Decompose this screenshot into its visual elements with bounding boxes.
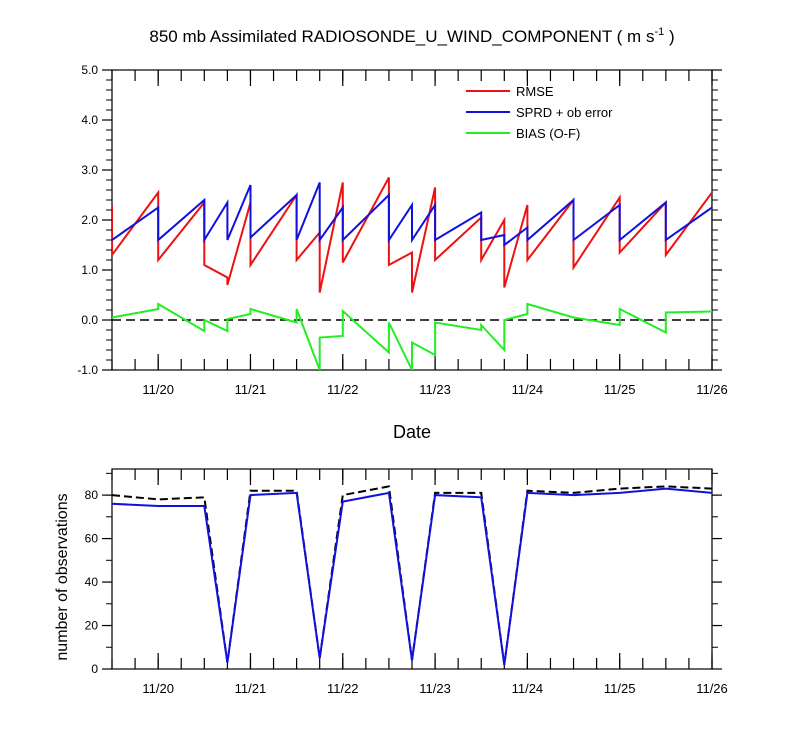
x-tick-label: 11/23 — [419, 382, 451, 397]
x-tick-label: 11/25 — [604, 681, 636, 696]
x-tick-label: 11/20 — [142, 382, 174, 397]
y-tick-label: 2.0 — [81, 213, 98, 227]
chart-title: 850 mb Assimilated RADIOSONDE_U_WIND_COM… — [149, 26, 674, 46]
y-tick-label: 60 — [85, 532, 99, 546]
x-tick-label: 11/26 — [696, 382, 728, 397]
y-tick-label: 5.0 — [81, 63, 98, 77]
x-tick-label: 11/21 — [235, 681, 267, 696]
x-tick-label: 11/21 — [235, 382, 267, 397]
y-tick-label: 3.0 — [81, 163, 98, 177]
y-tick-label: 0.0 — [81, 313, 98, 327]
x-tick-label: 11/24 — [512, 681, 544, 696]
series-line-assimilated-observations — [112, 487, 712, 665]
x-tick-label: 11/22 — [327, 382, 359, 397]
x-tick-label: 11/26 — [696, 681, 728, 696]
y-tick-label: 0 — [91, 662, 98, 676]
legend-label: SPRD + ob error — [516, 105, 613, 120]
series-line-rmse — [112, 177, 712, 293]
y-tick-label: 80 — [85, 488, 99, 502]
x-tick-label: 11/25 — [604, 382, 636, 397]
x-tick-label: 11/22 — [327, 681, 359, 696]
plot-frame — [111, 468, 713, 670]
x-tick-label: 11/20 — [142, 681, 174, 696]
legend-label: BIAS (O-F) — [516, 126, 580, 141]
series-line-possible-observations — [112, 485, 712, 665]
y-tick-label: -1.0 — [77, 363, 98, 377]
top-panel: 11/20 11/21 11/22 11/23 11/24 11/25 11/26 -1.0 0… — [77, 63, 727, 397]
y-tick-label: 40 — [85, 575, 99, 589]
series-line-sprd-ob-error — [112, 182, 712, 248]
x-tick-label: 11/23 — [419, 681, 451, 696]
x-tick-label: 11/24 — [512, 382, 544, 397]
y-tick-label: 1.0 — [81, 263, 98, 277]
series-line-bias-o-f — [112, 302, 712, 370]
bottom-panel: 11/20 11/21 11/22 11/23 11/24 11/25 11/26 0 20 40… — [85, 468, 728, 696]
y-tick-label: 20 — [85, 619, 99, 633]
y-axis-label: number of observations — [54, 493, 71, 660]
x-axis-label: Date — [393, 422, 431, 442]
legend-label: RMSE — [516, 84, 554, 99]
y-tick-label: 4.0 — [81, 113, 98, 127]
